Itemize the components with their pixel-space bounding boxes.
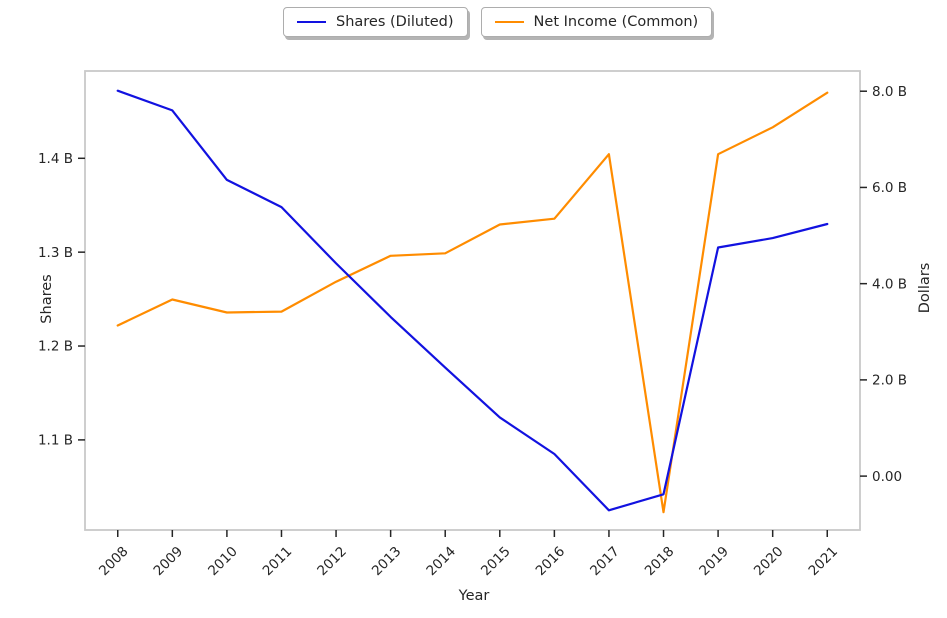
left-tick-label: 1.4 B	[38, 151, 73, 167]
plot-area	[84, 70, 861, 531]
net-income-line-swatch	[494, 21, 524, 23]
x-tick-label: 2008	[96, 544, 132, 580]
right-tick-label: 8.0 B	[872, 84, 907, 100]
x-tick-label: 2020	[751, 544, 787, 580]
x-tick-label: 2012	[314, 544, 350, 580]
x-tick-label: 2010	[205, 544, 241, 580]
right-tick-label: 0.00	[872, 469, 902, 485]
legend-net-income[interactable]: Net Income (Common)	[480, 7, 713, 37]
right-tick-label: 2.0 B	[872, 373, 907, 389]
x-tick-label: 2015	[478, 544, 514, 580]
x-tick-label: 2009	[151, 544, 187, 580]
legend-label-shares: Shares (Diluted)	[336, 14, 454, 30]
legend-shares-diluted[interactable]: Shares (Diluted)	[283, 7, 468, 37]
x-tick-label: 2019	[696, 544, 732, 580]
line-shares-diluted	[116, 89, 829, 512]
x-tick-label: 2017	[587, 544, 623, 580]
left-axis-title: Shares	[39, 274, 55, 324]
right-tick-label: 6.0 B	[872, 180, 907, 196]
left-tick-label: 1.1 B	[38, 433, 73, 449]
x-tick-label: 2014	[423, 544, 459, 580]
x-tick-label: 2011	[260, 544, 296, 580]
legend-label-net-income: Net Income (Common)	[533, 14, 699, 30]
shares-line-swatch	[297, 21, 326, 23]
x-tick-label: 2018	[642, 544, 678, 580]
x-tick-label: 2016	[533, 544, 569, 580]
x-tick-label: 2021	[805, 544, 841, 580]
right-tick-label: 4.0 B	[872, 276, 907, 292]
legend: Shares (Diluted) Net Income (Common)	[283, 7, 713, 37]
x-tick-label: 2013	[369, 544, 405, 580]
left-tick-label: 1.3 B	[38, 245, 73, 261]
right-axis-title: Dollars	[917, 262, 933, 314]
line-net-income-common	[116, 91, 829, 514]
left-tick-label: 1.2 B	[38, 339, 73, 355]
x-axis-title: Year	[458, 588, 490, 604]
